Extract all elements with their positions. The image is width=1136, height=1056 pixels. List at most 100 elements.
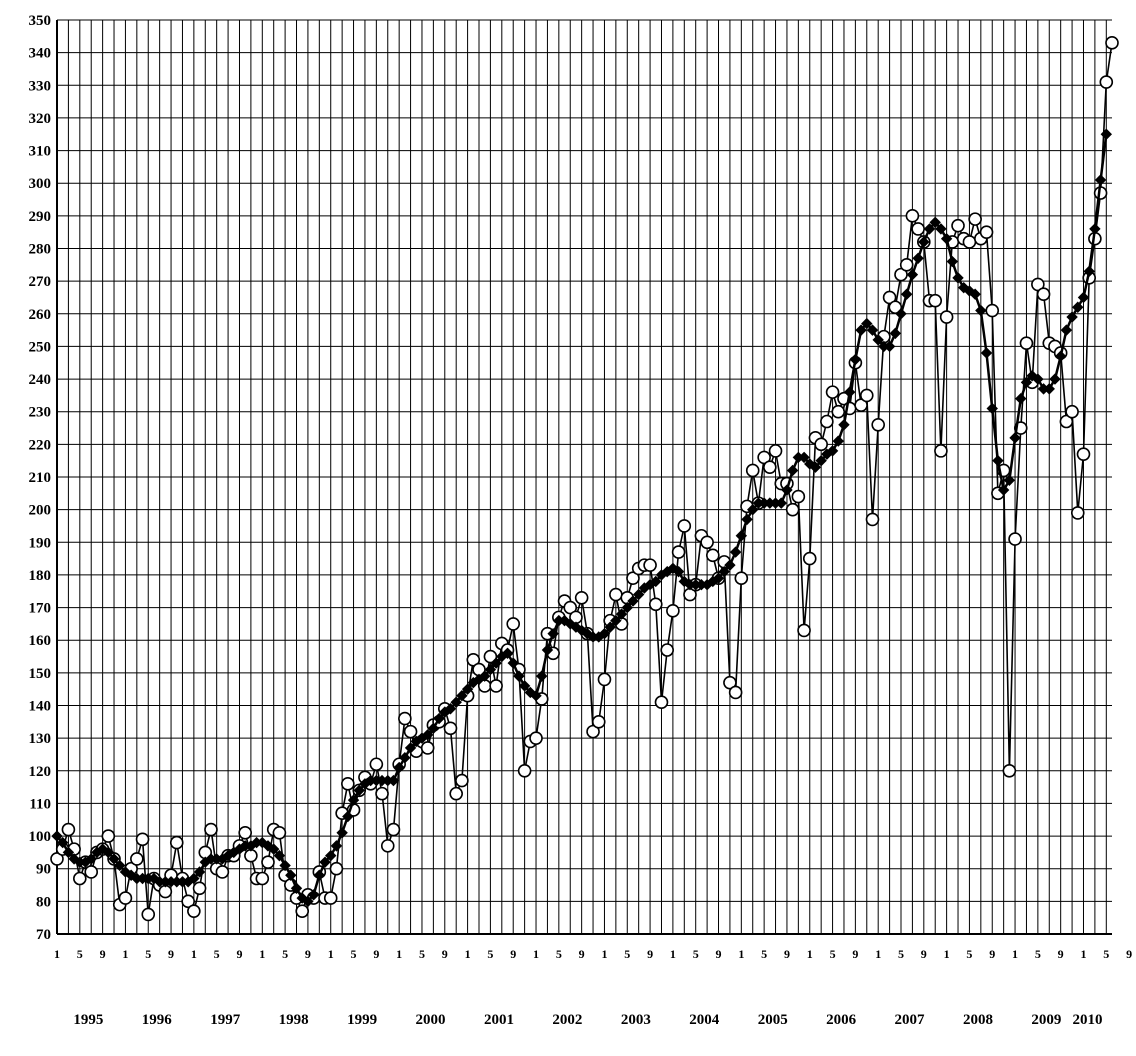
- y-tick-label: 210: [29, 470, 52, 486]
- year-label: 1998: [279, 1012, 309, 1028]
- data-point: [114, 859, 126, 872]
- x-tick-label: 1: [328, 947, 334, 961]
- data-point: [1031, 277, 1045, 292]
- y-tick-label: 80: [36, 894, 51, 910]
- data-point: [295, 904, 310, 918]
- data-point: [518, 680, 531, 692]
- data-point: [420, 741, 435, 755]
- data-point: [872, 334, 884, 346]
- data-point: [871, 417, 885, 432]
- data-point: [861, 317, 873, 330]
- data-point: [911, 222, 925, 236]
- data-point: [928, 293, 943, 308]
- data-point: [1020, 376, 1033, 389]
- data-point: [285, 869, 297, 881]
- year-label: 2008: [963, 1012, 993, 1028]
- data-point: [329, 861, 344, 876]
- data-point: [889, 327, 902, 340]
- data-point: [785, 502, 800, 517]
- data-point: [832, 435, 844, 447]
- data-point: [325, 849, 337, 862]
- data-point: [1100, 128, 1113, 140]
- data-point: [728, 685, 743, 700]
- data-point: [369, 757, 384, 772]
- data-point: [820, 414, 834, 429]
- series: [50, 36, 1119, 922]
- data-point: [193, 866, 206, 878]
- data-point: [1105, 36, 1119, 50]
- data-point: [141, 907, 156, 922]
- x-tick-label: 5: [966, 947, 972, 961]
- year-label: 1997: [210, 1012, 241, 1028]
- data-point: [490, 657, 502, 669]
- y-tick-label: 290: [29, 209, 52, 225]
- data-point: [307, 889, 320, 901]
- y-tick-label: 110: [29, 796, 51, 812]
- data-point: [643, 558, 657, 572]
- year-label: 1995: [73, 1012, 103, 1028]
- data-point: [900, 288, 913, 300]
- y-tick-label: 220: [29, 437, 52, 453]
- data-point: [809, 461, 822, 473]
- data-point: [997, 484, 1010, 496]
- x-tick-label: 5: [556, 947, 562, 961]
- y-tick-label: 300: [29, 176, 52, 192]
- data-point: [859, 388, 874, 403]
- data-point: [786, 464, 799, 477]
- x-tick-label: 9: [989, 947, 995, 961]
- y-tick-label: 130: [29, 731, 52, 747]
- data-point: [929, 216, 941, 229]
- data-point: [1008, 532, 1022, 546]
- data-point: [768, 444, 783, 458]
- data-point: [238, 826, 252, 840]
- data-point: [940, 233, 953, 245]
- data-point: [718, 565, 730, 578]
- data-point: [763, 460, 777, 475]
- data-point: [433, 712, 445, 725]
- year-label: 1996: [142, 1012, 173, 1028]
- data-point: [985, 303, 1000, 318]
- data-point: [626, 571, 640, 585]
- data-point: [899, 258, 914, 272]
- data-point: [946, 255, 959, 268]
- data-point: [50, 852, 64, 866]
- data-point: [443, 721, 458, 736]
- data-point: [466, 652, 481, 667]
- data-point: [319, 856, 331, 868]
- data-point: [632, 588, 645, 601]
- data-point: [1032, 373, 1044, 385]
- data-point: [404, 742, 417, 754]
- data-point: [741, 513, 753, 526]
- x-tick-label: 1: [465, 947, 471, 961]
- x-tick-label: 9: [647, 947, 653, 961]
- data-point: [1094, 174, 1107, 186]
- data-point: [169, 835, 184, 850]
- data-point: [461, 683, 474, 695]
- data-point: [660, 643, 674, 657]
- data-point: [826, 445, 839, 457]
- data-point: [615, 608, 628, 620]
- data-point: [130, 852, 144, 866]
- x-tick-label: 1: [191, 947, 197, 961]
- x-tick-label: 1: [944, 947, 950, 961]
- data-point: [73, 871, 87, 886]
- x-tick-label: 5: [1035, 947, 1041, 961]
- data-point: [101, 829, 116, 843]
- data-point: [547, 627, 559, 640]
- data-point: [62, 846, 75, 859]
- data-point: [627, 595, 639, 607]
- data-point: [403, 724, 418, 739]
- y-tick-label: 120: [29, 764, 52, 780]
- y-tick-label: 260: [29, 307, 52, 323]
- x-tick-label: 5: [898, 947, 904, 961]
- year-label: 1999: [347, 1012, 377, 1028]
- x-tick-label: 5: [214, 947, 220, 961]
- data-point: [541, 644, 554, 656]
- data-point: [118, 891, 133, 905]
- y-tick-label: 270: [29, 274, 52, 290]
- data-point: [84, 865, 99, 879]
- data-point: [923, 223, 936, 235]
- data-point: [261, 855, 275, 869]
- data-point: [501, 647, 514, 659]
- data-point: [181, 894, 195, 909]
